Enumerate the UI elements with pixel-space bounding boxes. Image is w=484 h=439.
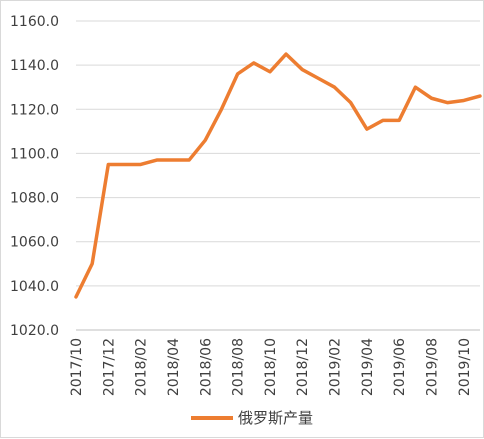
- y-tick-label: 1120.0: [10, 102, 59, 118]
- x-tick-label: 2019/08: [425, 338, 441, 396]
- y-tick-label: 1100.0: [10, 146, 59, 162]
- y-tick-label: 1140.0: [10, 58, 59, 74]
- x-tick-label: 2019/04: [360, 338, 376, 396]
- x-tick-label: 2018/08: [231, 338, 247, 396]
- gridlines: [76, 20, 480, 331]
- x-tick-label: 2018/04: [166, 338, 182, 396]
- legend: 俄罗斯产量: [191, 409, 313, 427]
- series-line: [74, 52, 482, 299]
- x-tick-label: 2019/10: [457, 338, 473, 396]
- x-tick-label: 2017/12: [101, 338, 117, 396]
- series-lines: [74, 52, 482, 299]
- y-tick-label: 1080.0: [10, 191, 59, 207]
- y-tick-label: 1060.0: [10, 235, 59, 251]
- y-tick-label: 1040.0: [10, 279, 59, 295]
- legend-label: 俄罗斯产量: [238, 409, 313, 427]
- x-tick-label: 2019/02: [328, 338, 344, 396]
- x-tick-label: 2018/12: [295, 338, 311, 396]
- y-tick-label: 1020.0: [10, 323, 59, 339]
- x-tick-label: 2018/10: [263, 338, 279, 396]
- y-tick-label: 1160.0: [10, 14, 59, 30]
- x-tick-label: 2019/06: [392, 338, 408, 396]
- x-axis-ticks: 2017/10 2017/12 2018/02 2018/04 2018/06 2018/…: [69, 338, 473, 396]
- y-axis-ticks: 1020.0 1040.0 1060.0 1080.0 1100.0 1120.0 1140…: [10, 14, 59, 339]
- x-tick-label: 2018/06: [198, 338, 214, 396]
- x-tick-label: 2018/02: [134, 338, 150, 396]
- x-tick-label: 2017/10: [69, 338, 85, 396]
